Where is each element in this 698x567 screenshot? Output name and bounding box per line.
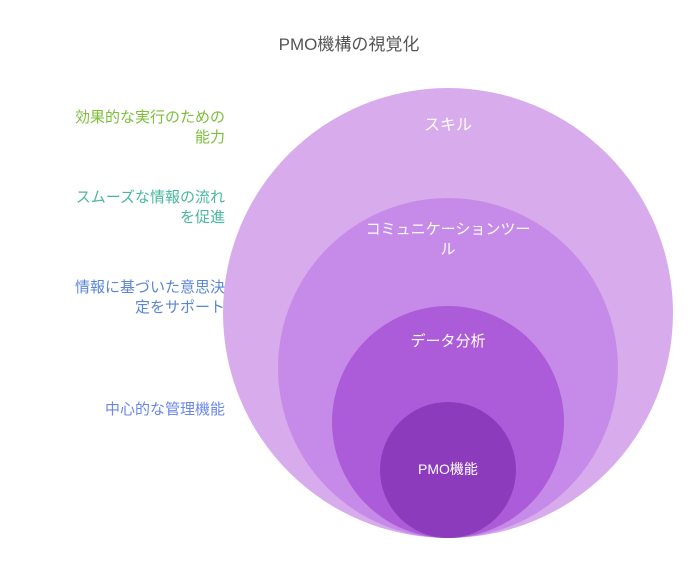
label-data: 情報に基づいた意思決定をサポート [25, 278, 225, 319]
label-communication-line: を促進 [25, 208, 225, 228]
label-skills-line: 能力 [25, 128, 225, 148]
label-data-line: 情報に基づいた意思決 [25, 278, 225, 298]
circle-label-skills: スキル [348, 116, 548, 137]
circle-label-communication-tools: コミュニケーションツール [363, 220, 533, 259]
label-communication: スムーズな情報の流れを促進 [25, 188, 225, 229]
label-skills-line: 効果的な実行のための [25, 108, 225, 128]
circle-label-data-analysis: データ分析 [368, 332, 528, 352]
label-data-line: 定をサポート [25, 298, 225, 318]
label-skills: 効果的な実行のための能力 [25, 108, 225, 149]
label-pmo: 中心的な管理機能 [25, 400, 225, 420]
label-communication-line: スムーズな情報の流れ [25, 188, 225, 208]
label-pmo-line: 中心的な管理機能 [25, 400, 225, 420]
diagram-title: PMO機構の視覚化 [0, 30, 698, 55]
circle-label-pmo-function: PMO機能 [388, 460, 508, 478]
